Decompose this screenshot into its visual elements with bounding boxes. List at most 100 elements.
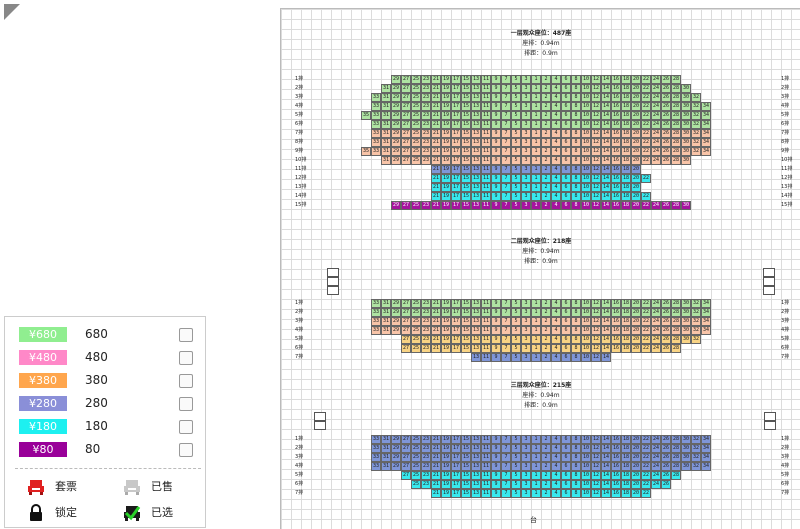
seat[interactable]: 1 bbox=[531, 138, 541, 147]
seat[interactable]: 10 bbox=[581, 93, 591, 102]
seat[interactable]: 27 bbox=[401, 147, 411, 156]
seat[interactable]: 24 bbox=[651, 93, 661, 102]
seat[interactable]: 11 bbox=[481, 147, 491, 156]
seat[interactable]: 26 bbox=[661, 84, 671, 93]
seat[interactable]: 15 bbox=[461, 183, 471, 192]
seat[interactable]: 28 bbox=[671, 308, 681, 317]
seat[interactable]: 34 bbox=[701, 129, 711, 138]
box-seat[interactable] bbox=[763, 277, 775, 286]
seat[interactable]: 16 bbox=[611, 129, 621, 138]
seat[interactable]: 25 bbox=[411, 129, 421, 138]
seat[interactable]: 23 bbox=[421, 93, 431, 102]
seat[interactable]: 31 bbox=[381, 444, 391, 453]
seat[interactable]: 3 bbox=[521, 353, 531, 362]
seat[interactable]: 2 bbox=[541, 201, 551, 210]
seat[interactable]: 34 bbox=[701, 326, 711, 335]
seat[interactable]: 6 bbox=[561, 453, 571, 462]
seat[interactable]: 32 bbox=[691, 129, 701, 138]
seat[interactable]: 27 bbox=[401, 93, 411, 102]
seat[interactable]: 24 bbox=[651, 308, 661, 317]
seat[interactable]: 14 bbox=[601, 326, 611, 335]
seat[interactable]: 26 bbox=[661, 129, 671, 138]
seat[interactable]: 28 bbox=[671, 156, 681, 165]
seat[interactable]: 9 bbox=[491, 344, 501, 353]
seat[interactable]: 7 bbox=[501, 138, 511, 147]
seat[interactable]: 19 bbox=[441, 299, 451, 308]
seat[interactable]: 1 bbox=[531, 129, 541, 138]
seat[interactable]: 27 bbox=[401, 453, 411, 462]
seat[interactable]: 26 bbox=[661, 102, 671, 111]
seat[interactable]: 24 bbox=[651, 120, 661, 129]
seat[interactable]: 17 bbox=[451, 317, 461, 326]
seat[interactable]: 7 bbox=[501, 444, 511, 453]
seat[interactable]: 29 bbox=[391, 453, 401, 462]
seat[interactable]: 25 bbox=[411, 102, 421, 111]
seat[interactable]: 12 bbox=[591, 344, 601, 353]
seat[interactable]: 24 bbox=[651, 326, 661, 335]
seat[interactable]: 22 bbox=[641, 335, 651, 344]
seat[interactable]: 18 bbox=[621, 183, 631, 192]
seat[interactable]: 34 bbox=[701, 453, 711, 462]
seat[interactable]: 16 bbox=[611, 192, 621, 201]
seat[interactable]: 15 bbox=[461, 480, 471, 489]
seat[interactable]: 7 bbox=[501, 147, 511, 156]
seat[interactable]: 4 bbox=[551, 129, 561, 138]
seat[interactable]: 11 bbox=[481, 308, 491, 317]
seat[interactable]: 16 bbox=[611, 435, 621, 444]
seat[interactable]: 6 bbox=[561, 353, 571, 362]
seat[interactable]: 13 bbox=[471, 192, 481, 201]
seat[interactable]: 3 bbox=[521, 489, 531, 498]
seat[interactable]: 20 bbox=[631, 335, 641, 344]
seat[interactable]: 5 bbox=[511, 111, 521, 120]
seat[interactable]: 17 bbox=[451, 120, 461, 129]
seat[interactable]: 12 bbox=[591, 326, 601, 335]
seat[interactable]: 19 bbox=[441, 453, 451, 462]
seat[interactable]: 20 bbox=[631, 299, 641, 308]
seat[interactable]: 5 bbox=[511, 353, 521, 362]
seat[interactable]: 26 bbox=[661, 462, 671, 471]
seat[interactable]: 12 bbox=[591, 156, 601, 165]
seat[interactable]: 23 bbox=[421, 102, 431, 111]
seat[interactable]: 9 bbox=[491, 84, 501, 93]
seat[interactable]: 2 bbox=[541, 480, 551, 489]
seat[interactable]: 23 bbox=[421, 156, 431, 165]
seat[interactable]: 13 bbox=[471, 111, 481, 120]
seat[interactable]: 23 bbox=[421, 462, 431, 471]
seat[interactable]: 9 bbox=[491, 317, 501, 326]
seat[interactable]: 2 bbox=[541, 174, 551, 183]
seat[interactable]: 8 bbox=[571, 344, 581, 353]
seat[interactable]: 12 bbox=[591, 299, 601, 308]
seat[interactable]: 18 bbox=[621, 471, 631, 480]
price-checkbox-180[interactable] bbox=[179, 420, 193, 434]
seat[interactable]: 10 bbox=[581, 471, 591, 480]
seat[interactable]: 22 bbox=[641, 129, 651, 138]
seat[interactable]: 26 bbox=[661, 93, 671, 102]
seat[interactable]: 30 bbox=[681, 111, 691, 120]
seat[interactable]: 17 bbox=[451, 84, 461, 93]
seat[interactable]: 21 bbox=[431, 201, 441, 210]
seat[interactable]: 34 bbox=[701, 462, 711, 471]
seat[interactable]: 4 bbox=[551, 353, 561, 362]
seat[interactable]: 31 bbox=[381, 147, 391, 156]
seat[interactable]: 6 bbox=[561, 201, 571, 210]
seat[interactable]: 12 bbox=[591, 308, 601, 317]
seat[interactable]: 32 bbox=[691, 308, 701, 317]
seat[interactable]: 19 bbox=[441, 201, 451, 210]
seat[interactable]: 32 bbox=[691, 462, 701, 471]
seat[interactable]: 7 bbox=[501, 102, 511, 111]
seat[interactable]: 24 bbox=[651, 201, 661, 210]
seat[interactable]: 11 bbox=[481, 165, 491, 174]
seat[interactable]: 5 bbox=[511, 317, 521, 326]
seat[interactable]: 7 bbox=[501, 192, 511, 201]
seat[interactable]: 8 bbox=[571, 165, 581, 174]
seat[interactable]: 22 bbox=[641, 174, 651, 183]
seat[interactable]: 20 bbox=[631, 75, 641, 84]
seat[interactable]: 6 bbox=[561, 335, 571, 344]
seat[interactable]: 13 bbox=[471, 435, 481, 444]
seat[interactable]: 1 bbox=[531, 75, 541, 84]
seat[interactable]: 18 bbox=[621, 156, 631, 165]
seat[interactable]: 32 bbox=[691, 317, 701, 326]
seat[interactable]: 20 bbox=[631, 84, 641, 93]
seat[interactable]: 13 bbox=[471, 165, 481, 174]
seat[interactable]: 19 bbox=[441, 308, 451, 317]
